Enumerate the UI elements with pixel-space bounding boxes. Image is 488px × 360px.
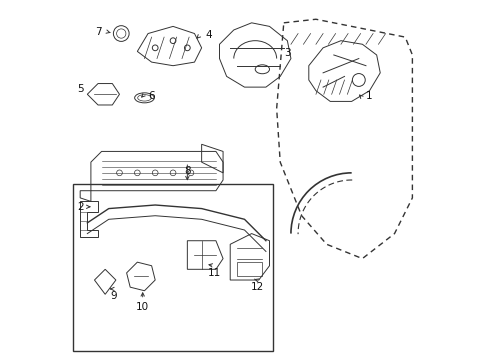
Text: 6: 6: [148, 91, 155, 101]
Text: 9: 9: [111, 291, 117, 301]
Text: 2: 2: [77, 202, 83, 212]
Text: 3: 3: [284, 48, 290, 58]
Text: 11: 11: [207, 268, 220, 278]
Text: 1: 1: [366, 91, 372, 101]
Text: 7: 7: [95, 27, 101, 37]
Text: 4: 4: [205, 30, 212, 40]
Text: 8: 8: [183, 166, 190, 176]
Text: 10: 10: [136, 302, 149, 312]
Bar: [237, 262, 262, 276]
Text: 5: 5: [77, 84, 83, 94]
Text: 12: 12: [250, 282, 263, 292]
